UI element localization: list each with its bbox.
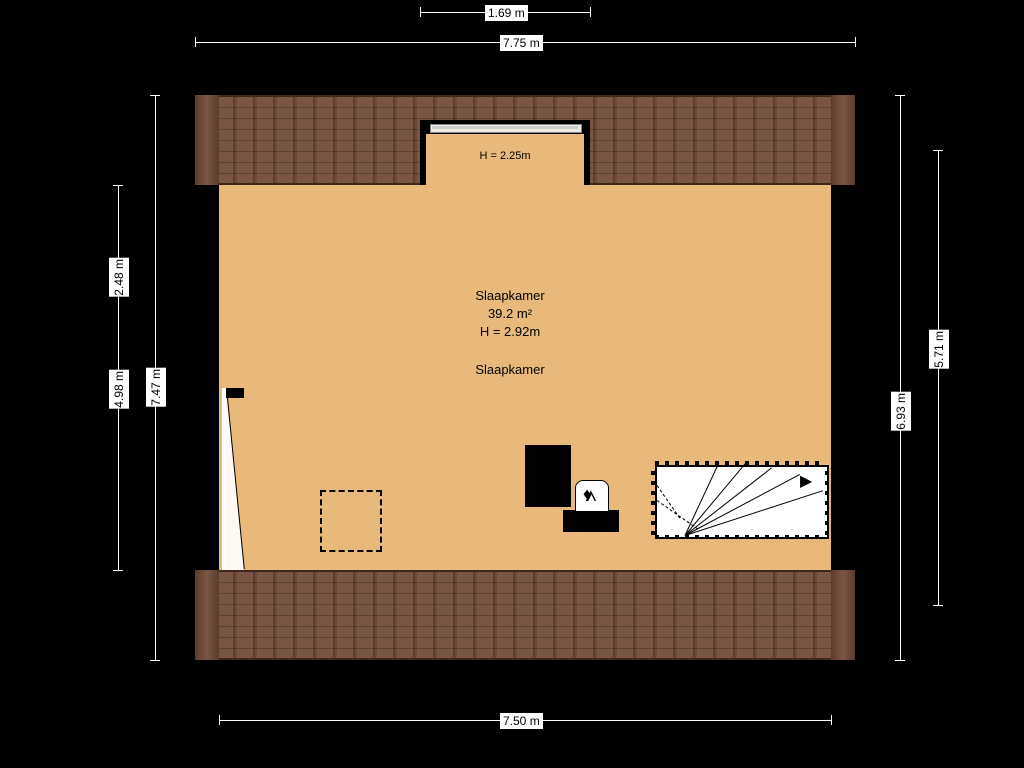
room-name-2: Slaapkamer	[430, 362, 590, 377]
roof-bottom-ridge-left	[195, 570, 219, 660]
furniture-tall	[525, 445, 571, 507]
left-wall-wedge-edge	[226, 388, 244, 570]
dormer-window-inner	[432, 126, 578, 129]
dim-line-right-inner	[900, 95, 901, 660]
dim-tick	[195, 37, 196, 47]
room-area: 39.2 m²	[430, 306, 590, 321]
room-height: H = 2.92m	[430, 324, 590, 339]
dim-bottom: 7.50 m	[500, 713, 543, 729]
dormer-height-label: H = 2.25m	[425, 150, 585, 162]
dim-tick	[855, 37, 856, 47]
left-wall-black	[226, 388, 244, 398]
dim-tick	[895, 660, 905, 661]
dim-tick	[150, 660, 160, 661]
dim-right-inner: 6.93 m	[891, 392, 911, 431]
dim-line-left-mid	[118, 385, 119, 570]
dim-left-inner: 7.47 m	[146, 368, 166, 407]
dim-line-right-outer	[938, 150, 939, 605]
dim-tick	[420, 7, 421, 17]
flame-glyph2: ▲	[586, 492, 597, 504]
dim-left-upper: 2.48 m	[109, 258, 129, 297]
roof-top-ridge-right	[831, 95, 855, 185]
dim-tick	[933, 605, 943, 606]
floor-hatch	[320, 490, 382, 552]
stair-arrow-icon: ▶	[800, 471, 812, 491]
dim-right-outer: 5.71 m	[929, 330, 949, 369]
dim-tick	[113, 185, 123, 186]
dim-tick	[590, 7, 591, 17]
dormer-floor	[426, 134, 584, 190]
dim-tick	[831, 715, 832, 725]
roof-top-ridge-left	[195, 95, 219, 185]
dim-top-wide: 7.75 m	[500, 35, 543, 51]
roof-bottom-ridge-right	[831, 570, 855, 660]
dim-top-small: 1.69 m	[485, 5, 528, 21]
dim-tick	[219, 715, 220, 725]
dim-tick	[113, 570, 123, 571]
dim-left-mid: 4.98 m	[109, 370, 129, 409]
dim-tick	[895, 95, 905, 96]
roof-bottom	[195, 570, 855, 660]
room-name-1: Slaapkamer	[430, 288, 590, 303]
stair-lines: ▶	[655, 465, 825, 535]
dim-tick	[150, 95, 160, 96]
dim-tick	[933, 150, 943, 151]
furniture-base	[563, 510, 619, 532]
